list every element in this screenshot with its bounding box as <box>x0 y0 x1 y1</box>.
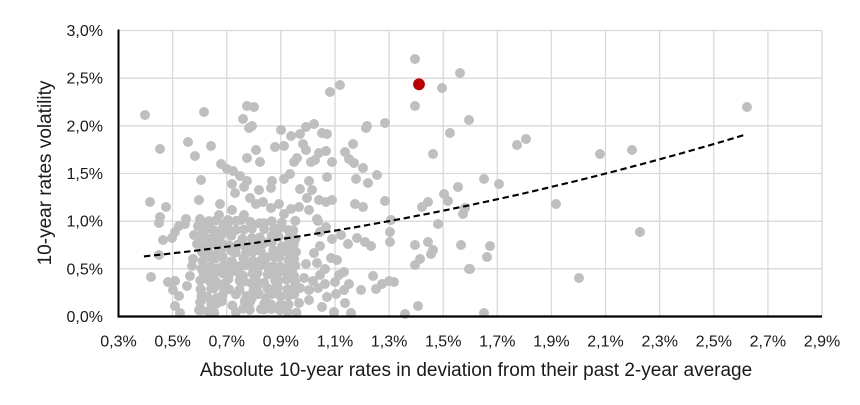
svg-text:1,5%: 1,5% <box>67 166 103 183</box>
svg-text:0,7%: 0,7% <box>208 334 244 351</box>
svg-text:1,9%: 1,9% <box>533 334 569 351</box>
svg-text:2,5%: 2,5% <box>67 71 103 88</box>
svg-text:2,3%: 2,3% <box>641 334 677 351</box>
svg-text:1,7%: 1,7% <box>479 334 515 351</box>
svg-text:2,0%: 2,0% <box>67 118 103 135</box>
svg-text:0,9%: 0,9% <box>263 334 299 351</box>
svg-text:1,0%: 1,0% <box>67 214 103 231</box>
svg-text:0,5%: 0,5% <box>67 261 103 278</box>
svg-text:10-year rates volatility: 10-year rates volatility <box>35 80 56 265</box>
svg-text:2,7%: 2,7% <box>750 334 786 351</box>
svg-text:0,0%: 0,0% <box>67 309 103 326</box>
svg-text:1,5%: 1,5% <box>425 334 461 351</box>
svg-text:0,5%: 0,5% <box>154 334 190 351</box>
svg-text:2,9%: 2,9% <box>804 334 840 351</box>
svg-text:1,1%: 1,1% <box>317 334 353 351</box>
svg-text:2,5%: 2,5% <box>696 334 732 351</box>
svg-text:Absolute 10-year rates in devi: Absolute 10-year rates in deviation from… <box>200 360 752 381</box>
svg-text:0,3%: 0,3% <box>100 334 136 351</box>
svg-text:3,0%: 3,0% <box>67 23 103 40</box>
svg-text:1,3%: 1,3% <box>371 334 407 351</box>
svg-text:2,1%: 2,1% <box>587 334 623 351</box>
